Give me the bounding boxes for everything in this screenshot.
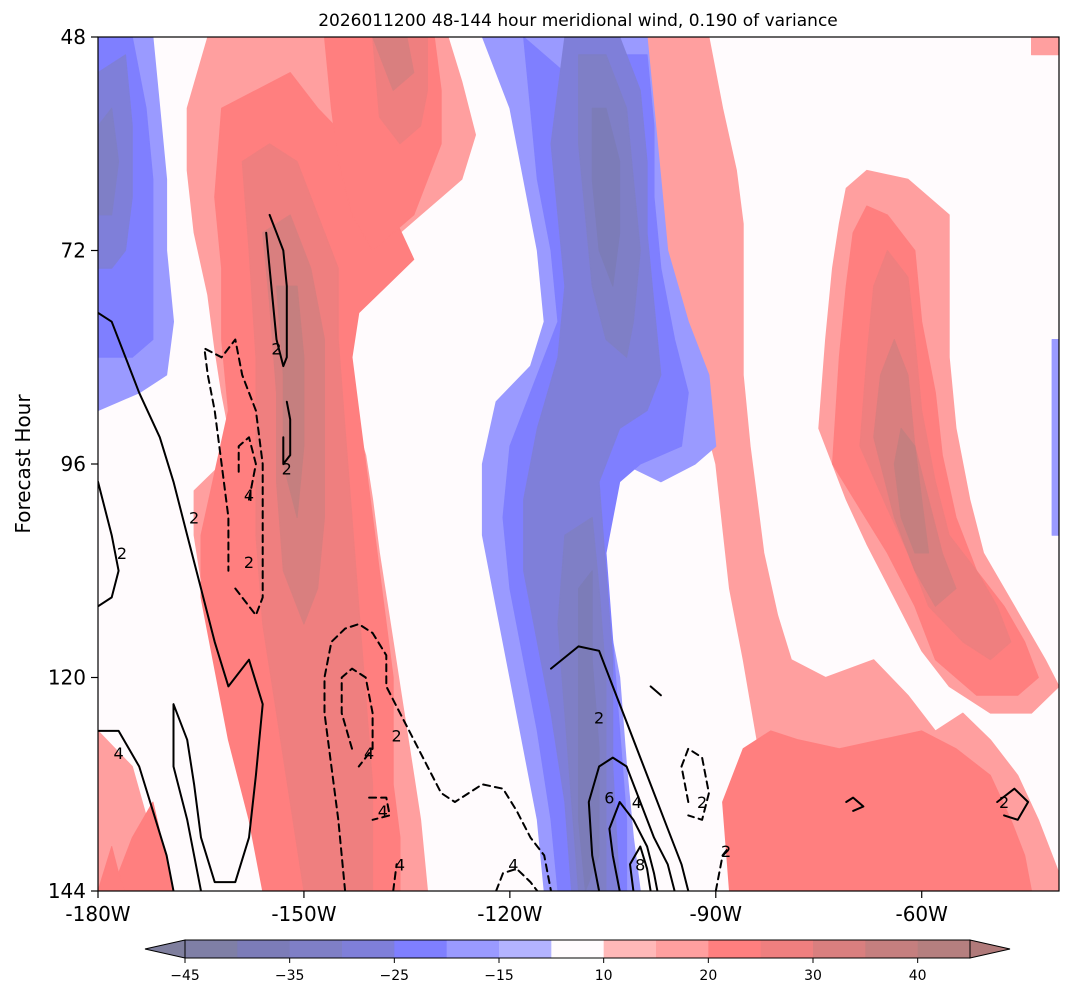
contour-lines [98,213,1030,891]
x-tick-label: -60W [895,902,948,926]
x-tick-label: -150W [271,902,336,926]
contour-label: 4 [364,744,374,763]
filled-contour-band [722,730,1032,891]
y-tick-label: 48 [61,25,86,49]
negative-contour-line [203,338,264,617]
colorbar-over-arrow [969,939,1011,959]
colorbar-bin [656,940,709,958]
filled-contour-band [591,107,621,287]
filled-contour-band [893,427,930,554]
positive-contour-line [98,480,120,608]
contour-label: 2 [244,553,254,572]
negative-contour-line [340,667,374,768]
colorbar-frame [184,939,971,959]
colorbar-under-arrow [144,939,186,959]
contour-label: 8 [635,855,645,874]
positive-contour-line [282,400,292,465]
y-tick-label: 144 [48,879,86,903]
contour-label: 2 [721,842,731,861]
colorbar-tick-label: 30 [804,968,822,984]
chart-title: 2026011200 48-144 hour meridional wind, … [318,11,838,31]
positive-contour-line [629,845,652,891]
colorbar-bin [551,940,605,958]
contour-label: 4 [378,802,388,821]
contour-label: 2 [392,726,402,745]
x-axis: -180W -150W -120W -90W -60W [65,891,948,926]
colorbar-tick-label: −35 [275,968,305,984]
negative-contour-line [323,623,552,891]
contour-label: 2 [117,544,127,563]
positive-contour-line [608,801,659,891]
colorbar-bin [394,940,448,958]
filled-contour-band [578,570,600,891]
contour-label: 4 [244,486,254,505]
negative-contour-line [714,845,731,891]
x-tick-label: -120W [477,902,542,926]
colorbar-bin [185,940,238,958]
filled-contour-band [1051,339,1059,536]
filled-contour-band [372,37,415,91]
negative-contour-line [237,436,257,501]
y-axis: 48 72 96 120 144 [48,25,98,903]
colorbar-bin [603,940,657,958]
contour-label: 2 [189,508,199,527]
colorbar-tick-label: −25 [380,968,410,984]
contour-label: 4 [632,793,642,812]
colorbar-bin [865,940,919,958]
x-tick-label: -180W [65,902,130,926]
filled-contour-band [111,801,174,891]
positive-contour-line [996,787,1030,821]
colorbar-bin [813,940,866,958]
negative-contour-line [368,796,391,821]
negative-contour-line [495,867,539,891]
contour-label: 4 [508,855,518,874]
colorbar-tick-label: −45 [170,968,200,984]
positive-contour-line [98,311,264,891]
y-tick-label: 72 [61,239,86,263]
contour-label: 6 [604,789,614,808]
contour-label: 4 [113,744,123,763]
contour-label: 2 [282,459,292,478]
positive-contour-line [550,645,690,891]
contour-label: 2 [594,709,604,728]
colorbar-bin [708,940,762,958]
y-axis-label: Forecast Hour [11,394,35,534]
colorbar-bin [446,940,500,958]
colorbar-tick-label: 40 [909,968,927,984]
positive-contour-line [587,756,676,891]
negative-contour-line [680,747,710,821]
contour-label: 4 [395,855,405,874]
colorbar-bin [237,940,291,958]
colorbar-bin [917,940,971,958]
colorbar-bin [289,940,343,958]
filled-contour-band [1031,37,1059,56]
negative-contour-line [392,863,398,891]
contour-label: 2 [271,339,281,358]
positive-contour-line [265,213,288,368]
x-tick-label: -90W [690,902,743,926]
positive-contour-line [98,729,175,891]
colorbar-bin [499,940,552,958]
y-tick-label: 96 [61,452,86,476]
filled-contour-band [98,107,120,216]
colorbar: −45 −35 −25 −15 10 20 30 40 [144,939,1011,984]
contour-label: 2 [999,793,1009,812]
filled-contour-band [98,846,126,891]
colorbar-bin [760,940,814,958]
positive-contour-line [649,685,662,697]
colorbar-tick-label: 10 [595,968,613,984]
colorbar-tick-label: −15 [484,968,514,984]
contour-label: 2 [697,793,707,812]
colorbar-bin [342,940,395,958]
positive-contour-line [845,796,865,812]
y-tick-label: 120 [48,666,86,690]
colorbar-tick-label: 20 [699,968,717,984]
